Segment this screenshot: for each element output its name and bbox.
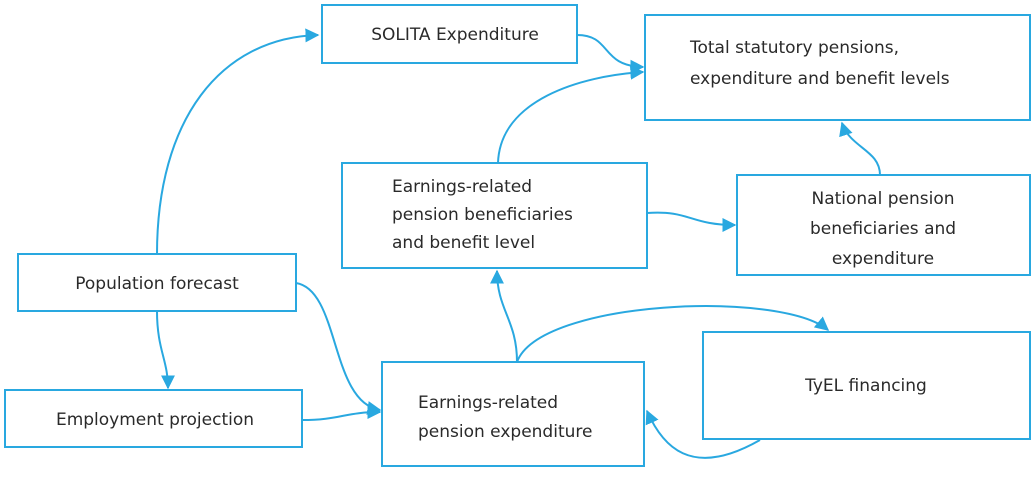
node-label: Earnings-related — [392, 177, 532, 197]
node-label: and benefit level — [392, 233, 535, 253]
arrow — [295, 282, 382, 415]
node-box — [17, 253, 297, 312]
node-label: expenditure — [832, 249, 934, 269]
arrow — [156, 310, 175, 390]
node-label: TyEL financing — [804, 376, 927, 396]
arrow — [646, 211, 737, 232]
boxes — [4, 4, 1031, 467]
node-label: Total statutory pensions, — [689, 38, 899, 58]
node-label: SOLITA Expenditure — [371, 25, 539, 45]
node-label: expenditure and benefit levels — [690, 69, 950, 89]
node-label: beneficiaries and — [810, 219, 956, 239]
arrow — [156, 28, 320, 255]
node-box — [4, 389, 303, 448]
node-box — [321, 4, 578, 64]
arrow — [301, 405, 382, 421]
node-box — [381, 361, 645, 467]
arrow — [839, 121, 881, 176]
node-box — [736, 174, 1031, 276]
labels: SOLITA Expenditure Total statutory pensio… — [56, 25, 956, 442]
arrow — [516, 305, 830, 363]
node-box — [341, 162, 648, 269]
node-label: Population forecast — [75, 274, 239, 294]
node-label: pension beneficiaries — [392, 205, 573, 225]
node-label: pension expenditure — [418, 422, 592, 442]
arrow — [497, 65, 645, 164]
node-label: Earnings-related — [418, 393, 558, 413]
node-label: National pension — [811, 189, 954, 209]
arrow — [645, 409, 761, 459]
arrows — [156, 28, 881, 459]
arrow — [576, 34, 645, 74]
node-label: Employment projection — [56, 410, 254, 430]
arrow — [490, 269, 518, 363]
node-box — [702, 331, 1031, 440]
node-box — [644, 14, 1031, 121]
